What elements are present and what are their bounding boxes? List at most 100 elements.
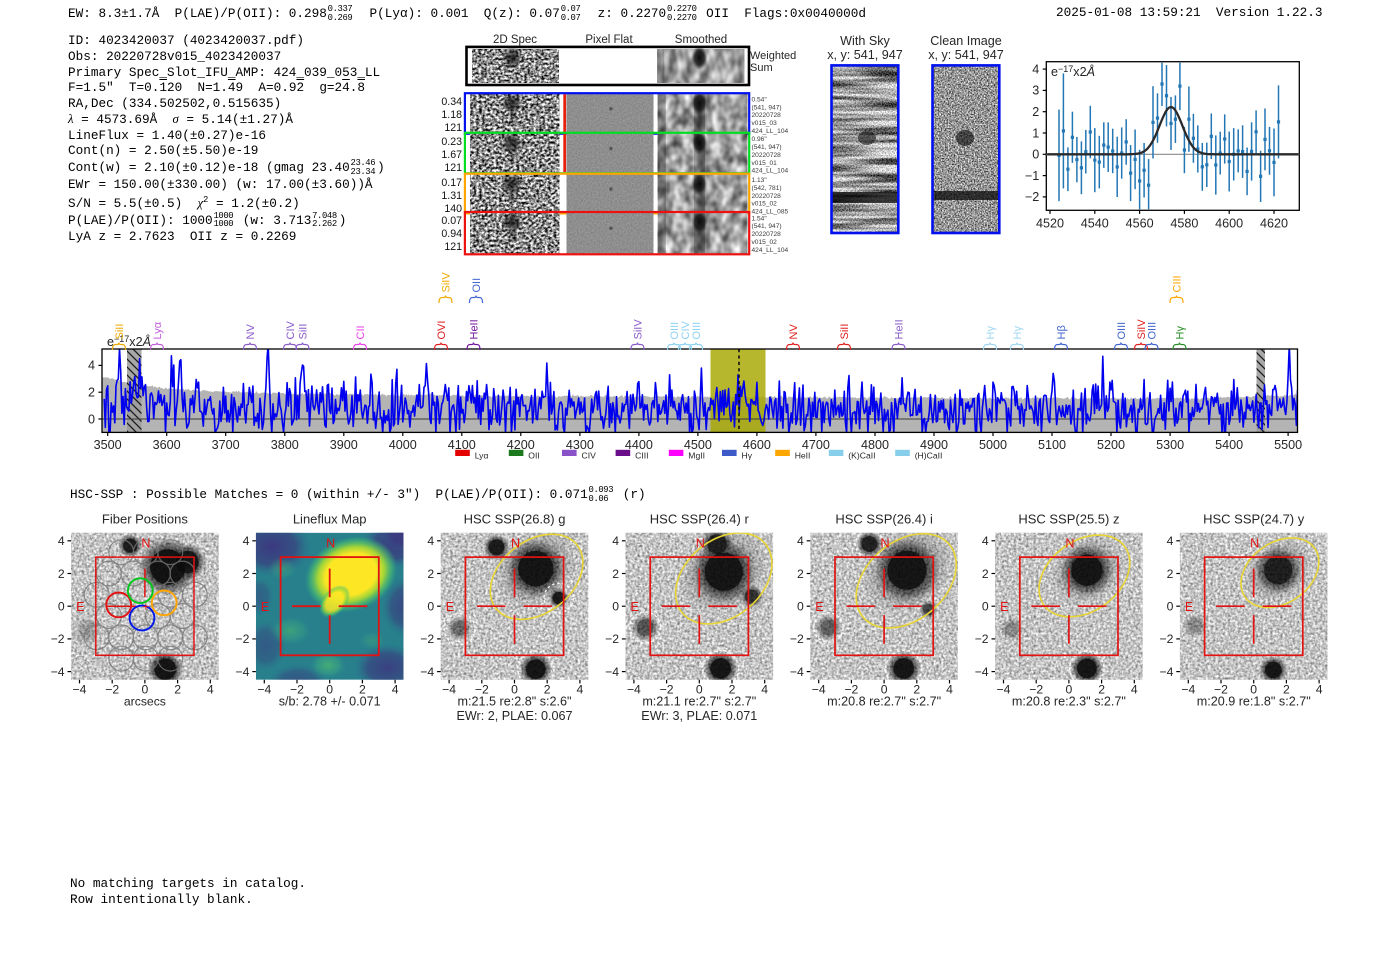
svg-text:Hγ: Hγ [985, 326, 997, 340]
svg-text:Lyα: Lyα [152, 321, 164, 339]
svg-text:2: 2 [913, 683, 920, 697]
svg-text:v015_03: v015_03 [752, 120, 778, 127]
svg-text:4700: 4700 [802, 438, 830, 452]
svg-text:NV: NV [788, 324, 800, 340]
svg-text:1.13": 1.13" [752, 177, 768, 184]
svg-text:−4: −4 [442, 683, 456, 697]
svg-text:0: 0 [243, 600, 250, 614]
svg-text:4200: 4200 [507, 438, 535, 452]
svg-text:2: 2 [243, 567, 250, 581]
svg-text:424_LL_104: 424_LL_104 [752, 247, 789, 254]
svg-text:4: 4 [1316, 683, 1323, 697]
svg-text:+: + [142, 600, 149, 614]
svg-text:m:20.8 re:2.7" s:2.7": m:20.8 re:2.7" s:2.7" [827, 695, 941, 709]
svg-text:2: 2 [88, 386, 95, 400]
svg-text:2: 2 [427, 567, 434, 581]
svg-text:5400: 5400 [1215, 438, 1243, 452]
svg-text:0.96": 0.96" [752, 136, 768, 143]
svg-text:−2: −2 [105, 683, 119, 697]
svg-text:(542, 781): (542, 781) [752, 185, 782, 192]
svg-text:−2: −2 [475, 683, 489, 697]
svg-text:2: 2 [1032, 105, 1039, 119]
svg-text:2: 2 [1167, 567, 1174, 581]
svg-text:−2: −2 [660, 683, 674, 697]
svg-text:CIII: CIII [635, 450, 648, 460]
svg-text:4: 4 [946, 683, 953, 697]
svg-text:SiIV: SiIV [632, 319, 644, 340]
svg-text:v015_02: v015_02 [752, 201, 778, 208]
svg-text:v015_02: v015_02 [752, 239, 778, 246]
svg-text:4300: 4300 [566, 438, 594, 452]
svg-text:3800: 3800 [271, 438, 299, 452]
svg-text:OIII: OIII [669, 322, 681, 340]
svg-text:4: 4 [797, 534, 804, 548]
svg-text:4900: 4900 [920, 438, 948, 452]
svg-text:0.54": 0.54" [752, 97, 768, 104]
svg-text:−2: −2 [235, 632, 249, 646]
svg-text:−2: −2 [1159, 632, 1173, 646]
svg-text:HSC SSP(26.8) g: HSC SSP(26.8) g [464, 512, 566, 527]
svg-text:Sum: Sum [750, 62, 773, 74]
svg-text:0: 0 [427, 600, 434, 614]
svg-text:(541, 947): (541, 947) [752, 223, 782, 230]
svg-text:−2: −2 [790, 632, 804, 646]
svg-text:5200: 5200 [1097, 438, 1125, 452]
svg-text:OIII: OIII [691, 322, 703, 340]
svg-text:EWr: 2, PLAE: 0.067: EWr: 2, PLAE: 0.067 [457, 709, 573, 723]
svg-text:4: 4 [88, 359, 95, 373]
svg-text:2: 2 [1098, 683, 1105, 697]
svg-text:HeII: HeII [795, 450, 811, 460]
svg-text:4580: 4580 [1170, 216, 1198, 230]
svg-text:4000: 4000 [389, 438, 417, 452]
svg-text:N: N [696, 537, 705, 551]
svg-text:0: 0 [142, 683, 149, 697]
svg-text:20220728: 20220728 [752, 193, 782, 200]
svg-text:0: 0 [1032, 148, 1039, 162]
svg-text:With Sky: With Sky [840, 34, 890, 48]
svg-text:−2: −2 [290, 683, 304, 697]
svg-text:N: N [141, 537, 150, 551]
svg-text:3600: 3600 [153, 438, 181, 452]
svg-text:s/b: 2.78 +/- 0.071: s/b: 2.78 +/- 0.071 [279, 695, 381, 709]
svg-text:−2: −2 [844, 683, 858, 697]
svg-text:SiIV: SiIV [440, 272, 452, 293]
svg-text:4: 4 [1167, 534, 1174, 548]
svg-text:(H)CaII: (H)CaII [915, 450, 943, 460]
svg-text:0.23: 0.23 [441, 136, 462, 148]
svg-text:424_LL_085: 424_LL_085 [752, 209, 789, 216]
svg-text:EWr: 3, PLAE: 0.071: EWr: 3, PLAE: 0.071 [641, 709, 757, 723]
svg-text:5100: 5100 [1038, 438, 1066, 452]
svg-text:121: 121 [444, 241, 462, 253]
svg-text:4800: 4800 [861, 438, 889, 452]
svg-text:−2: −2 [420, 632, 434, 646]
svg-text:Hγ: Hγ [1012, 326, 1024, 340]
svg-text:Fiber Positions: Fiber Positions [102, 512, 188, 527]
svg-text:Weighted: Weighted [750, 50, 796, 62]
svg-text:(K)CaII: (K)CaII [848, 450, 875, 460]
svg-text:arcsecs: arcsecs [124, 695, 166, 709]
svg-text:−4: −4 [997, 683, 1011, 697]
svg-text:e−17x2Å: e−17x2Å [1051, 64, 1095, 79]
svg-text:CII: CII [355, 325, 367, 339]
svg-text:Pixel Flat: Pixel Flat [585, 34, 633, 46]
svg-text:N: N [881, 537, 890, 551]
svg-text:121: 121 [444, 162, 462, 174]
svg-text:(541, 947): (541, 947) [752, 104, 782, 111]
svg-text:Lyα: Lyα [475, 450, 489, 460]
svg-text:2: 2 [359, 683, 366, 697]
svg-text:4: 4 [243, 534, 250, 548]
svg-text:m:21.5 re:2.8" s:2.6": m:21.5 re:2.8" s:2.6" [458, 695, 572, 709]
svg-text:424_LL_104: 424_LL_104 [752, 128, 789, 135]
svg-text:3500: 3500 [94, 438, 122, 452]
svg-text:−4: −4 [420, 665, 434, 679]
svg-text:−2: −2 [1214, 683, 1228, 697]
svg-text:4620: 4620 [1260, 216, 1288, 230]
svg-text:E: E [815, 600, 823, 614]
svg-text:5000: 5000 [979, 438, 1007, 452]
svg-text:20220728: 20220728 [752, 231, 782, 238]
svg-text:20220728: 20220728 [752, 112, 782, 119]
svg-text:OII: OII [471, 278, 483, 293]
svg-text:4400: 4400 [625, 438, 653, 452]
svg-text:v015_01: v015_01 [752, 160, 778, 167]
svg-text:4100: 4100 [448, 438, 476, 452]
